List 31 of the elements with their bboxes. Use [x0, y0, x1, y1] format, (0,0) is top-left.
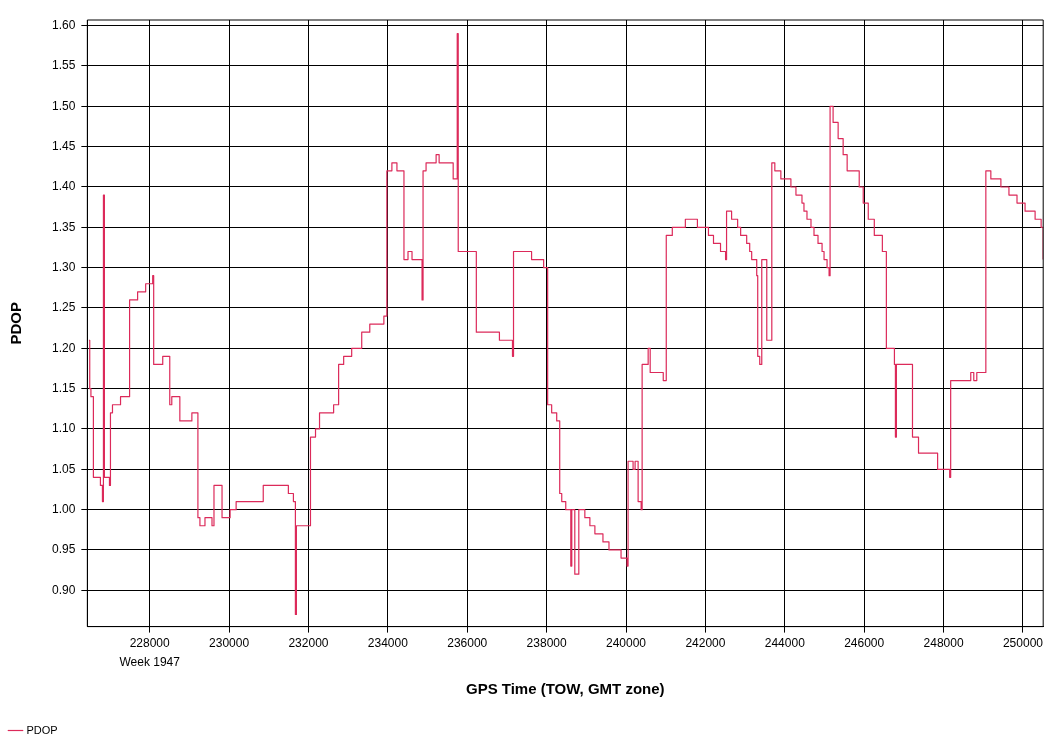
x-tick-label: 250000 [1002, 636, 1044, 651]
y-tick-label: 1.15 [52, 380, 76, 395]
x-tick-label: 232000 [288, 636, 329, 651]
x-tick-label: 228000 [129, 636, 171, 651]
x-tick-label: 246000 [844, 636, 885, 651]
x-tick-label: 230000 [209, 636, 250, 651]
y-tick-label: 1.45 [52, 138, 76, 153]
y-tick-label: 1.50 [52, 98, 76, 113]
y-tick-label: 1.35 [52, 219, 76, 234]
y-tick-label: 1.30 [52, 259, 76, 274]
y-tick-label: 1.60 [52, 17, 76, 32]
y-tick-label: 1.10 [52, 421, 76, 436]
y-tick-label: 1.55 [52, 58, 76, 73]
x-axis-title: GPS Time (TOW, GMT zone) [465, 680, 665, 698]
x-tick-label: 238000 [526, 636, 567, 651]
x-tick-label: 242000 [685, 636, 726, 651]
y-tick-label: 1.05 [52, 461, 76, 476]
x-tick-label: 240000 [605, 636, 647, 651]
y-tick-label: 1.20 [52, 340, 76, 355]
y-tick-label: 1.00 [52, 501, 76, 516]
y-tick-label: 0.95 [52, 542, 76, 557]
y-tick-label: 1.25 [52, 300, 76, 315]
y-tick-label: 1.40 [52, 179, 76, 194]
x-tick-label: 244000 [764, 636, 806, 651]
y-axis-title: PDOP [7, 302, 25, 345]
x-tick-label: 234000 [367, 636, 409, 651]
legend-label: PDOP [26, 723, 58, 736]
x-tick-label: 248000 [923, 636, 964, 651]
y-tick-label: 0.90 [52, 582, 76, 597]
text: Week 1947 [119, 654, 181, 669]
x-tick-label: 236000 [447, 636, 488, 651]
